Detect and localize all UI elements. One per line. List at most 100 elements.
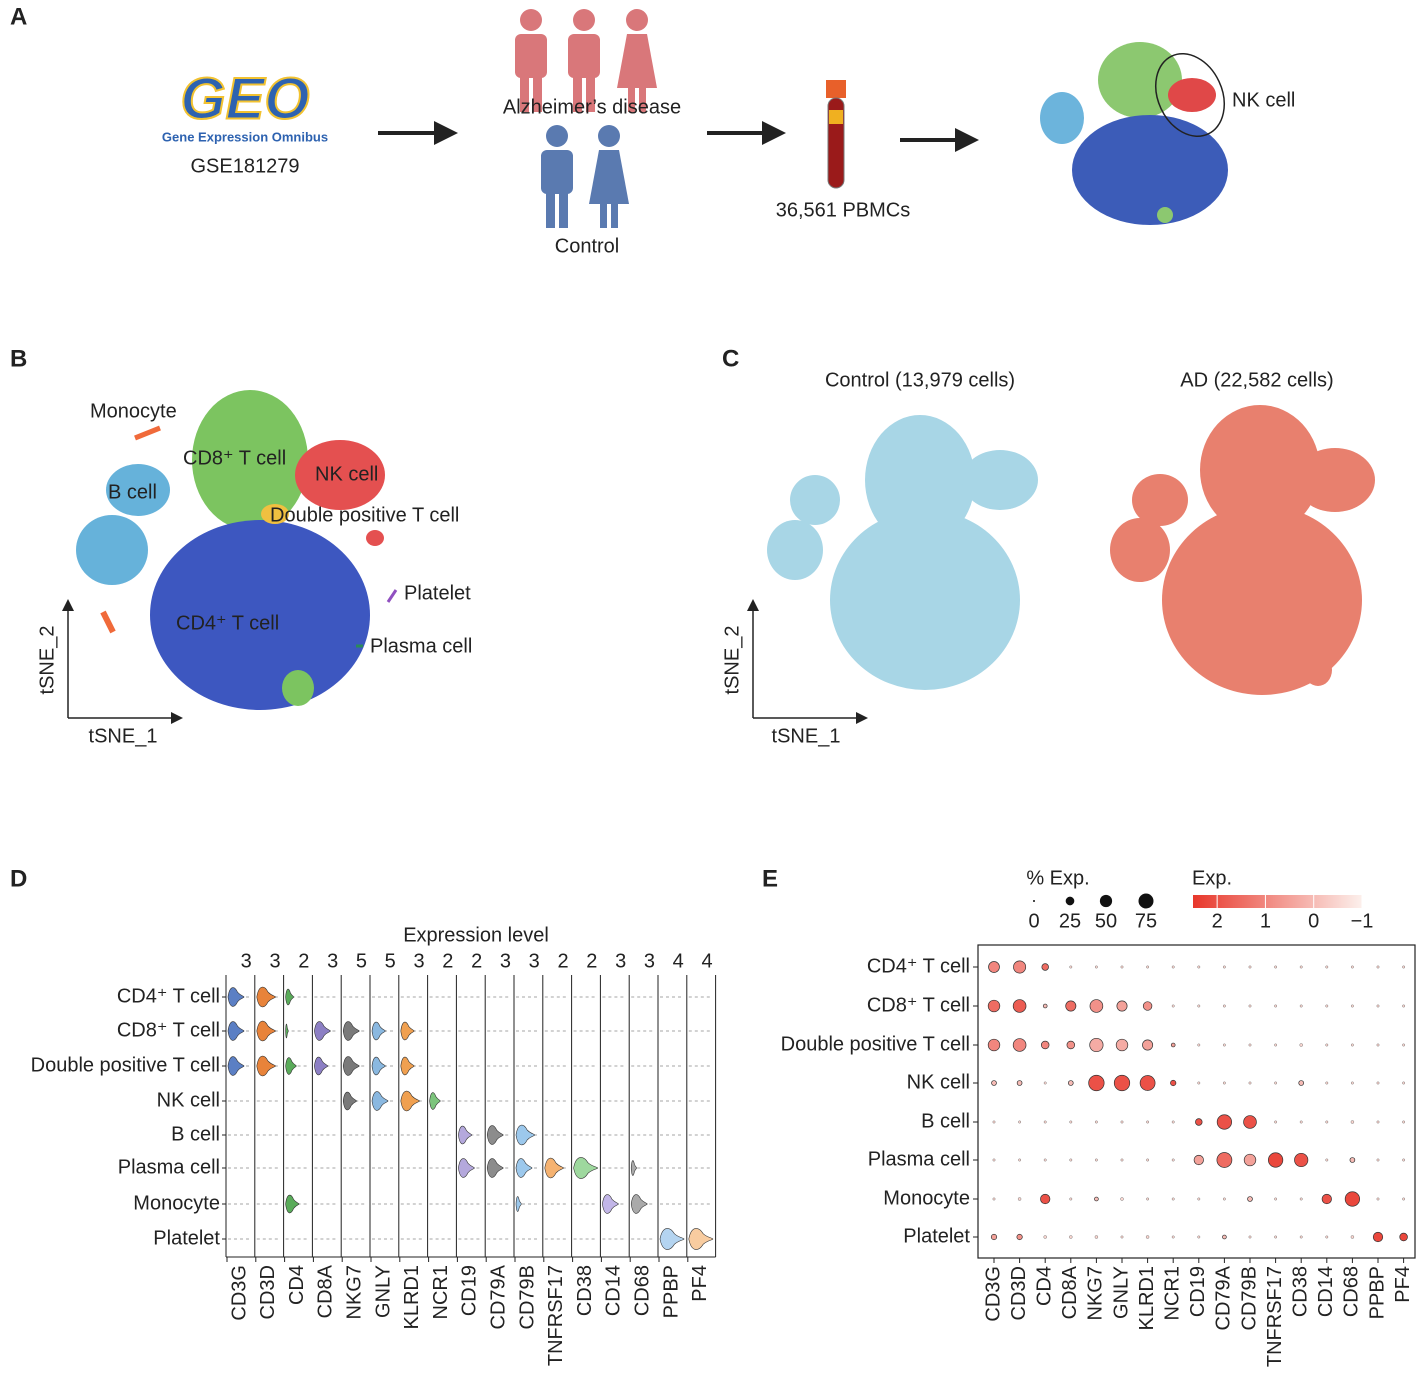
dot	[1325, 1158, 1329, 1162]
gene-label: TNFRSF17	[1264, 1266, 1286, 1367]
dot	[1041, 963, 1049, 971]
dot	[987, 1038, 1001, 1052]
dot	[1171, 1158, 1175, 1162]
panel-label: D	[10, 865, 27, 892]
max-level: 2	[586, 950, 597, 972]
dot	[1351, 965, 1354, 969]
dot	[1170, 1042, 1176, 1048]
cell-type-label: NK cell	[157, 1089, 220, 1111]
dot	[1069, 1235, 1073, 1239]
dot	[1120, 1120, 1124, 1124]
dot	[1376, 1158, 1380, 1162]
dot	[1223, 965, 1226, 969]
violin	[227, 987, 245, 1007]
x-axis-label: tSNE_1	[772, 725, 841, 747]
gene-label: CD79A	[487, 1264, 509, 1329]
dot	[1068, 1080, 1074, 1086]
gene-label: CD4	[1033, 1266, 1055, 1306]
geo-subtitle: Gene Expression Omnibus	[162, 129, 328, 144]
dot	[988, 961, 1000, 973]
dot	[1043, 1081, 1047, 1085]
dot	[1171, 1120, 1175, 1124]
violin	[400, 1021, 415, 1041]
cluster-label: CD8⁺ T cell	[183, 447, 286, 469]
gene-label: CD79B	[1238, 1266, 1260, 1330]
dot	[1274, 1235, 1277, 1239]
max-level: 3	[615, 950, 626, 972]
dot	[1142, 1001, 1153, 1011]
violin	[400, 1056, 415, 1076]
violin	[602, 1194, 619, 1214]
color-bar	[1193, 895, 1362, 908]
dot	[1120, 1235, 1124, 1239]
dot	[1372, 1231, 1384, 1243]
max-level: 3	[413, 950, 424, 972]
dot	[1013, 960, 1027, 974]
dot	[1066, 1040, 1076, 1050]
gene-label: NKG7	[343, 1265, 365, 1319]
panel-label: B	[10, 345, 27, 372]
dot	[1376, 965, 1380, 969]
dotplot-frame	[977, 944, 1416, 1259]
violin	[371, 1091, 389, 1111]
size-tick-label: 0	[1028, 910, 1039, 932]
max-level: 2	[471, 950, 482, 972]
gene-label: CD19	[459, 1265, 481, 1316]
dot	[1274, 1004, 1277, 1008]
violin	[285, 988, 294, 1006]
dot	[1216, 1114, 1232, 1130]
max-level: 3	[644, 950, 655, 972]
cell-type-label: Double positive T cell	[31, 1054, 220, 1076]
size-tick-label: 25	[1059, 910, 1081, 932]
gene-label: PF4	[689, 1265, 711, 1302]
dot	[1243, 1115, 1257, 1129]
dot	[1017, 1197, 1022, 1201]
dot	[1299, 1004, 1303, 1008]
violin	[342, 1091, 357, 1111]
gene-label: PF4	[1392, 1266, 1414, 1303]
max-level: 4	[673, 950, 684, 972]
dot	[1376, 1197, 1380, 1201]
gene-label: TNFRSF17	[545, 1265, 567, 1366]
cell-type-label: Platelet	[153, 1227, 220, 1249]
violin	[486, 1158, 504, 1178]
dot	[1325, 1081, 1329, 1085]
violin	[400, 1090, 420, 1112]
gene-label: CD3G	[228, 1265, 250, 1321]
violin	[515, 1196, 522, 1212]
dot	[1351, 1043, 1354, 1047]
dot	[1120, 965, 1124, 969]
max-level: 2	[442, 950, 453, 972]
dot	[1349, 1157, 1356, 1163]
gene-label: CD79B	[516, 1265, 538, 1329]
cell-type-label: CD4⁺ T cell	[867, 955, 970, 977]
dot	[1325, 965, 1329, 969]
mini-tsne	[1040, 42, 1228, 225]
gene-label: CD68	[631, 1265, 653, 1316]
dot	[991, 1080, 997, 1086]
dot	[1247, 1196, 1253, 1202]
dot	[1197, 965, 1201, 969]
dot	[987, 999, 1001, 1013]
dot	[990, 1233, 998, 1241]
dot	[1402, 1120, 1405, 1124]
violin	[371, 1056, 386, 1076]
violin	[256, 986, 276, 1008]
accession: GSE181279	[191, 155, 300, 177]
gene-label: GNLY	[372, 1265, 394, 1318]
max-level: 3	[500, 950, 511, 972]
cell-type-label: Platelet	[903, 1225, 970, 1247]
dot	[1351, 1081, 1354, 1085]
dot	[1223, 1197, 1226, 1201]
dot	[1146, 965, 1149, 969]
violin	[630, 1160, 637, 1176]
dot	[1294, 1152, 1309, 1168]
blood-tube	[826, 80, 846, 189]
dot	[1248, 1235, 1252, 1239]
color-tick-label: −1	[1351, 910, 1374, 932]
dot	[1139, 1075, 1156, 1091]
group-ad: Alzheimer’s disease	[503, 96, 681, 118]
dot	[1325, 1120, 1329, 1124]
gene-label: CD38	[574, 1265, 596, 1316]
dot	[1350, 1235, 1355, 1239]
